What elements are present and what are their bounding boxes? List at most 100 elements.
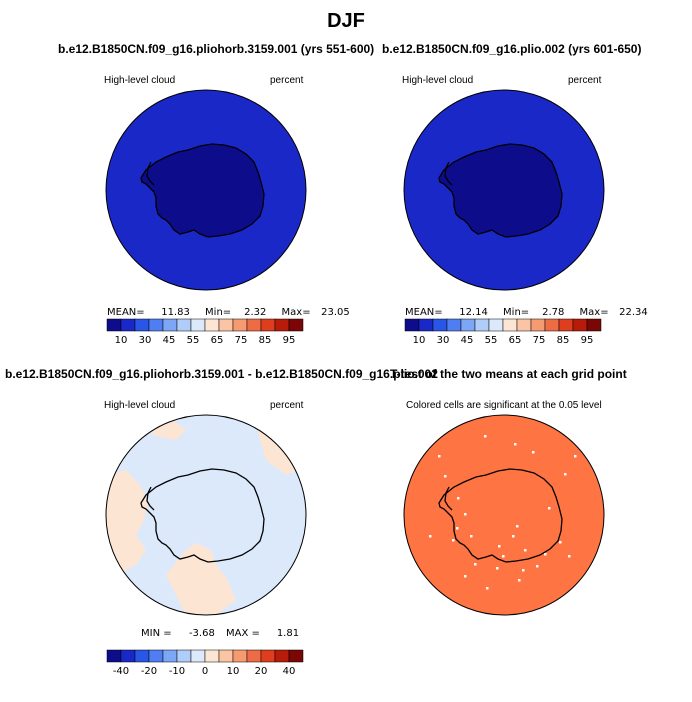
nonsignificant-cell bbox=[548, 507, 551, 510]
panel2-colorbar: 10 30 45 55 65 75 85 95 bbox=[404, 318, 602, 346]
max-value: 23.05 bbox=[321, 307, 350, 318]
panel4-map bbox=[403, 414, 605, 616]
nonsignificant-cell bbox=[544, 553, 547, 556]
min-label: MIN = bbox=[141, 628, 172, 639]
colorbar-box bbox=[134, 318, 150, 332]
max-label: Max= bbox=[281, 307, 311, 318]
colorbar-box bbox=[148, 318, 164, 332]
nonsignificant-cell bbox=[536, 565, 539, 568]
panel3-stats: MIN = -3.68 MAX = 1.81 bbox=[141, 628, 299, 639]
colorbar-box bbox=[558, 318, 574, 332]
colorbar-box bbox=[288, 318, 304, 332]
colorbar-tick-label: 75 bbox=[533, 335, 546, 346]
colorbar-tick-label: 85 bbox=[259, 335, 272, 346]
colorbar-tick-label: 30 bbox=[437, 335, 450, 346]
colorbar-box bbox=[176, 318, 192, 332]
nonsignificant-cell bbox=[532, 451, 535, 454]
colorbar-box bbox=[260, 649, 276, 663]
panel3-colorbar: -40 -20 -10 0 10 20 40 bbox=[106, 649, 304, 677]
colorbar-tick-label: 45 bbox=[163, 335, 176, 346]
colorbar-tick-label: 45 bbox=[461, 335, 474, 346]
colorbar-tick-label: 95 bbox=[283, 335, 296, 346]
colorbar-tick-label: 0 bbox=[202, 666, 208, 677]
colorbar-tick-label: 30 bbox=[139, 335, 152, 346]
max-value: 1.81 bbox=[276, 628, 300, 639]
nonsignificant-cell bbox=[496, 567, 499, 570]
colorbar-box bbox=[232, 318, 248, 332]
colorbar-tick-label: 85 bbox=[557, 335, 570, 346]
map-field bbox=[404, 90, 604, 290]
nonsignificant-cell bbox=[516, 525, 519, 528]
colorbar-box bbox=[274, 649, 290, 663]
peninsula-coastline bbox=[146, 161, 155, 186]
nonsignificant-cell bbox=[457, 497, 460, 500]
panel4-title: T-test of the two means at each grid poi… bbox=[390, 367, 627, 381]
panel2-title: b.e12.B1850CN.f09_g16.plio.002 (yrs 601-… bbox=[382, 42, 642, 56]
nonsignificant-cell bbox=[486, 587, 489, 590]
colorbar-box bbox=[204, 318, 220, 332]
nonsignificant-cell bbox=[470, 535, 473, 538]
colorbar-box bbox=[106, 649, 122, 663]
mean-label: MEAN= bbox=[405, 307, 443, 318]
nonsignificant-cell bbox=[456, 527, 459, 530]
nonsignificant-cell bbox=[452, 539, 455, 542]
map-field bbox=[106, 90, 306, 290]
panel2-map bbox=[403, 89, 605, 291]
map-boundary bbox=[403, 89, 605, 291]
ocean-field bbox=[106, 415, 306, 615]
colorbar-box bbox=[544, 318, 560, 332]
colorbar-box bbox=[204, 649, 220, 663]
colorbar-tick-label: -20 bbox=[141, 666, 157, 677]
colorbar-box bbox=[474, 318, 490, 332]
panel2-units-label: percent bbox=[568, 75, 602, 86]
colorbar-box bbox=[218, 649, 234, 663]
nonsignificant-cell bbox=[574, 455, 577, 458]
panel1-title: b.e12.B1850CN.f09_g16.pliohorb.3159.001 … bbox=[58, 42, 375, 56]
mean-label: MEAN= bbox=[107, 307, 145, 318]
colorbar-tick-label: -10 bbox=[169, 666, 185, 677]
colorbar-tick-label: 55 bbox=[187, 335, 200, 346]
nonsignificant-cell bbox=[438, 455, 441, 458]
colorbar-box bbox=[176, 649, 192, 663]
colorbar-box bbox=[572, 318, 588, 332]
panel3-variable-label: High-level cloud bbox=[104, 400, 176, 411]
colorbar-box bbox=[260, 318, 276, 332]
nonsignificant-cell bbox=[502, 555, 505, 558]
nonsignificant-cell bbox=[484, 435, 487, 438]
nonsignificant-cell bbox=[464, 575, 467, 578]
page-title: DJF bbox=[327, 10, 365, 32]
colorbar-tick-label: 10 bbox=[115, 335, 128, 346]
colorbar-box bbox=[586, 318, 602, 332]
positive-region bbox=[151, 415, 186, 440]
nonsignificant-cell bbox=[464, 513, 467, 516]
panel2-variable-label: High-level cloud bbox=[402, 75, 474, 86]
colorbar-tick-label: -40 bbox=[113, 666, 129, 677]
colorbar-box bbox=[488, 318, 504, 332]
colorbar-box bbox=[274, 318, 290, 332]
nonsignificant-cell bbox=[512, 535, 515, 538]
min-label: Min= bbox=[205, 307, 232, 318]
colorbar-box bbox=[162, 649, 178, 663]
panel4-subtitle: Colored cells are significant at the 0.0… bbox=[406, 400, 602, 411]
colorbar-box bbox=[218, 318, 234, 332]
peninsula-coastline bbox=[444, 486, 453, 511]
nonsignificant-cell bbox=[498, 545, 501, 548]
nonsignificant-cell bbox=[514, 443, 517, 446]
colorbar-box bbox=[446, 318, 462, 332]
nonsignificant-cell bbox=[429, 535, 432, 538]
colorbar-box bbox=[516, 318, 532, 332]
positive-region bbox=[166, 543, 236, 615]
colorbar-box bbox=[502, 318, 518, 332]
mean-value: 12.14 bbox=[459, 307, 488, 318]
colorbar-box bbox=[190, 318, 206, 332]
nonsignificant-cell bbox=[524, 549, 527, 552]
panel3-units-label: percent bbox=[270, 400, 304, 411]
panel1-units-label: percent bbox=[270, 75, 304, 86]
max-label: Max= bbox=[579, 307, 609, 318]
colorbar-tick-label: 55 bbox=[485, 335, 498, 346]
nonsignificant-cell bbox=[518, 579, 521, 582]
colorbar-tick-label: 65 bbox=[509, 335, 522, 346]
nonsignificant-cell bbox=[474, 563, 477, 566]
max-label: MAX = bbox=[226, 628, 260, 639]
